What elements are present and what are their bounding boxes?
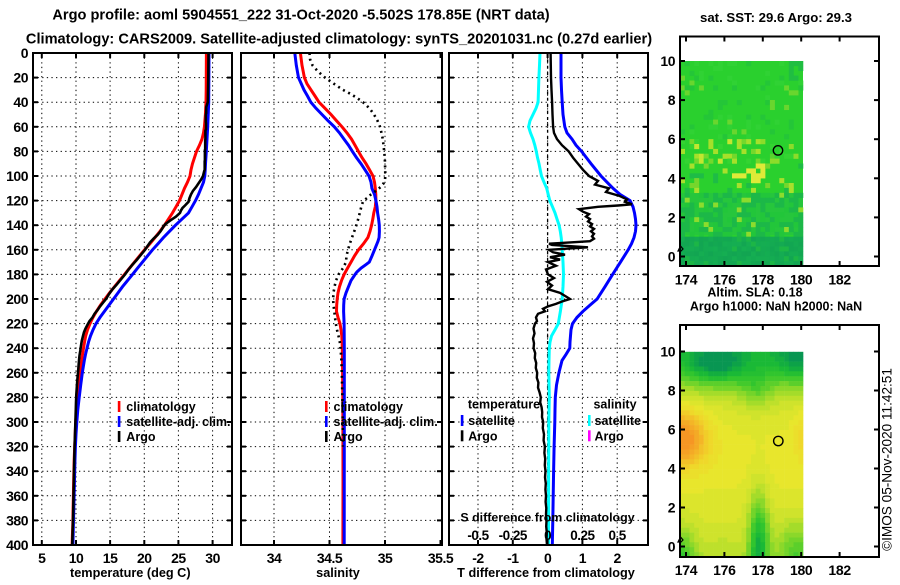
svg-text:-0.25: -0.25 <box>499 528 528 543</box>
svg-text:174: 174 <box>675 272 698 288</box>
svg-text:4: 4 <box>668 170 676 186</box>
svg-text:400: 400 <box>6 537 29 553</box>
svg-text:0: 0 <box>544 550 552 566</box>
svg-text:340: 340 <box>6 463 29 479</box>
svg-text:178: 178 <box>752 562 775 578</box>
svg-text:satellite: satellite <box>595 414 642 428</box>
svg-text:-2: -2 <box>472 550 484 566</box>
svg-text:34: 34 <box>267 550 282 566</box>
svg-text:34.5: 34.5 <box>317 550 343 566</box>
svg-text:2: 2 <box>614 550 622 566</box>
svg-text:180: 180 <box>6 266 29 282</box>
svg-text:380: 380 <box>6 512 29 528</box>
svg-text:satellite-adj. clim.: satellite-adj. clim. <box>126 415 230 429</box>
svg-text:6: 6 <box>668 422 676 438</box>
svg-text:200: 200 <box>6 291 29 307</box>
svg-text:sat. SST: 29.6 Argo: 29.3: sat. SST: 29.6 Argo: 29.3 <box>700 10 852 25</box>
svg-text:360: 360 <box>6 488 29 504</box>
svg-text:0.25: 0.25 <box>570 528 595 543</box>
svg-text:-1: -1 <box>507 550 519 566</box>
svg-text:120: 120 <box>6 193 29 209</box>
svg-text:10: 10 <box>660 344 675 360</box>
svg-text:2: 2 <box>668 209 676 225</box>
svg-text:salinity: salinity <box>316 566 360 580</box>
svg-text:Argo h1000: NaN h2000: NaN: Argo h1000: NaN h2000: NaN <box>690 300 862 314</box>
svg-text:0: 0 <box>544 528 551 543</box>
svg-text:2: 2 <box>668 500 676 516</box>
svg-text:T difference from climatology: T difference from climatology <box>457 566 635 580</box>
svg-text:Argo: Argo <box>126 430 156 444</box>
svg-text:S difference from climatology: S difference from climatology <box>460 511 634 525</box>
svg-text:180: 180 <box>790 272 813 288</box>
svg-text:15: 15 <box>103 550 118 566</box>
svg-text:0.5: 0.5 <box>609 528 627 543</box>
svg-text:1: 1 <box>579 550 587 566</box>
svg-text:Climatology: CARS2009. Satelli: Climatology: CARS2009. Satellite-adjuste… <box>26 31 652 47</box>
svg-text:Argo profile: aoml 5904551_222: Argo profile: aoml 5904551_222 31-Oct-20… <box>52 8 549 24</box>
svg-text:25: 25 <box>171 550 186 566</box>
svg-text:160: 160 <box>6 242 29 258</box>
svg-text:140: 140 <box>6 217 29 233</box>
svg-text:176: 176 <box>713 562 736 578</box>
svg-text:6: 6 <box>668 131 676 147</box>
svg-text:climatology: climatology <box>126 400 196 414</box>
svg-text:178: 178 <box>752 272 775 288</box>
svg-text:100: 100 <box>6 168 29 184</box>
svg-text:20: 20 <box>137 550 152 566</box>
svg-text:0: 0 <box>668 539 676 555</box>
svg-text:300: 300 <box>6 414 29 430</box>
svg-text:temperature: temperature <box>468 398 540 412</box>
svg-text:Altim. SLA: 0.18: Altim. SLA: 0.18 <box>707 286 802 300</box>
svg-text:0: 0 <box>668 249 676 265</box>
svg-text:10: 10 <box>69 550 84 566</box>
svg-text:320: 320 <box>6 439 29 455</box>
svg-text:80: 80 <box>13 143 28 159</box>
svg-text:Argo: Argo <box>595 429 625 443</box>
svg-text:174: 174 <box>675 562 698 578</box>
svg-text:8: 8 <box>668 383 676 399</box>
svg-text:Argo: Argo <box>334 430 364 444</box>
svg-text:10: 10 <box>660 53 675 69</box>
svg-text:176: 176 <box>713 272 736 288</box>
svg-text:Argo: Argo <box>468 429 498 443</box>
svg-text:240: 240 <box>6 340 29 356</box>
svg-text:-0.5: -0.5 <box>467 528 489 543</box>
svg-text:0: 0 <box>21 45 29 61</box>
svg-text:220: 220 <box>6 316 29 332</box>
svg-text:60: 60 <box>13 119 28 135</box>
svg-text:satellite: satellite <box>468 414 515 428</box>
svg-text:4: 4 <box>668 461 676 477</box>
svg-text:temperature (deg C): temperature (deg C) <box>70 566 191 580</box>
svg-text:182: 182 <box>828 562 851 578</box>
svg-text:5: 5 <box>38 550 46 566</box>
svg-text:40: 40 <box>13 94 28 110</box>
svg-text:180: 180 <box>790 562 813 578</box>
svg-text:35.5: 35.5 <box>428 550 454 566</box>
svg-text:20: 20 <box>13 70 28 86</box>
svg-text:260: 260 <box>6 365 29 381</box>
svg-text:35: 35 <box>378 550 393 566</box>
svg-text:satellite-adj. clim.: satellite-adj. clim. <box>334 415 438 429</box>
svg-text:280: 280 <box>6 389 29 405</box>
svg-text:30: 30 <box>205 550 220 566</box>
svg-text:8: 8 <box>668 92 676 108</box>
svg-text:salinity: salinity <box>593 398 636 412</box>
svg-text:©IMOS 05-Nov-2020 11:42:51: ©IMOS 05-Nov-2020 11:42:51 <box>880 368 895 551</box>
svg-text:climatology: climatology <box>334 400 404 414</box>
svg-text:182: 182 <box>828 272 851 288</box>
